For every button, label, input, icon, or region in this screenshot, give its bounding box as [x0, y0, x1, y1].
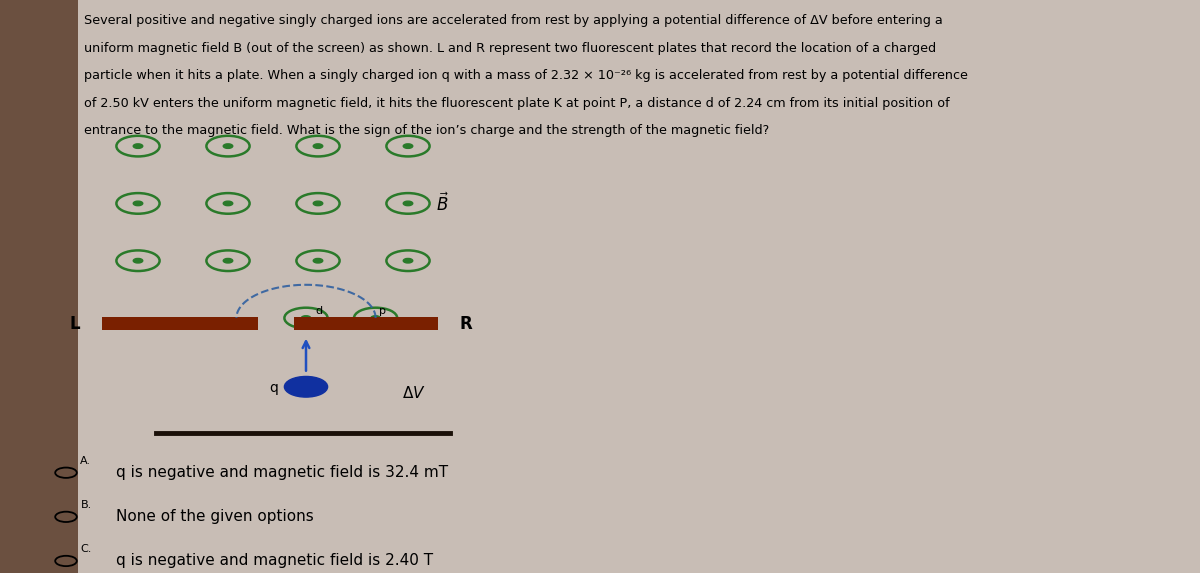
Text: $\Delta V$: $\Delta V$ — [402, 384, 426, 401]
Circle shape — [223, 201, 233, 206]
Circle shape — [301, 316, 311, 320]
Text: None of the given options: None of the given options — [116, 509, 314, 524]
Text: A.: A. — [80, 456, 91, 466]
Circle shape — [133, 258, 143, 263]
Text: p: p — [379, 307, 386, 316]
Circle shape — [133, 201, 143, 206]
Circle shape — [313, 144, 323, 148]
Text: entrance to the magnetic field. What is the sign of the ion’s charge and the str: entrance to the magnetic field. What is … — [84, 124, 769, 138]
Text: B.: B. — [80, 500, 91, 510]
Text: R: R — [460, 315, 473, 333]
Circle shape — [403, 201, 413, 206]
Circle shape — [313, 201, 323, 206]
Bar — [294, 317, 438, 330]
Text: d: d — [316, 307, 323, 316]
Circle shape — [371, 316, 380, 320]
Text: L: L — [70, 315, 80, 333]
Text: of 2.50 kV enters the uniform magnetic field, it hits the fluorescent plate K at: of 2.50 kV enters the uniform magnetic f… — [84, 97, 949, 110]
Circle shape — [284, 376, 328, 397]
Circle shape — [313, 258, 323, 263]
Text: q is negative and magnetic field is 32.4 mT: q is negative and magnetic field is 32.4… — [116, 465, 449, 480]
Text: Several positive and negative singly charged ions are accelerated from rest by a: Several positive and negative singly cha… — [84, 14, 943, 28]
Text: uniform magnetic field B (out of the screen) as shown. L and R represent two flu: uniform magnetic field B (out of the scr… — [84, 42, 936, 55]
Text: C.: C. — [80, 544, 91, 554]
Bar — [102, 317, 258, 330]
Circle shape — [403, 144, 413, 148]
Bar — [0, 0, 78, 573]
Circle shape — [223, 258, 233, 263]
Circle shape — [403, 258, 413, 263]
Circle shape — [223, 144, 233, 148]
Text: q is negative and magnetic field is 2.40 T: q is negative and magnetic field is 2.40… — [116, 554, 433, 568]
Text: $\vec{B}$: $\vec{B}$ — [436, 192, 449, 215]
Text: q: q — [270, 382, 278, 395]
Circle shape — [133, 144, 143, 148]
Text: particle when it hits a plate. When a singly charged ion q with a mass of 2.32 ×: particle when it hits a plate. When a si… — [84, 69, 968, 83]
